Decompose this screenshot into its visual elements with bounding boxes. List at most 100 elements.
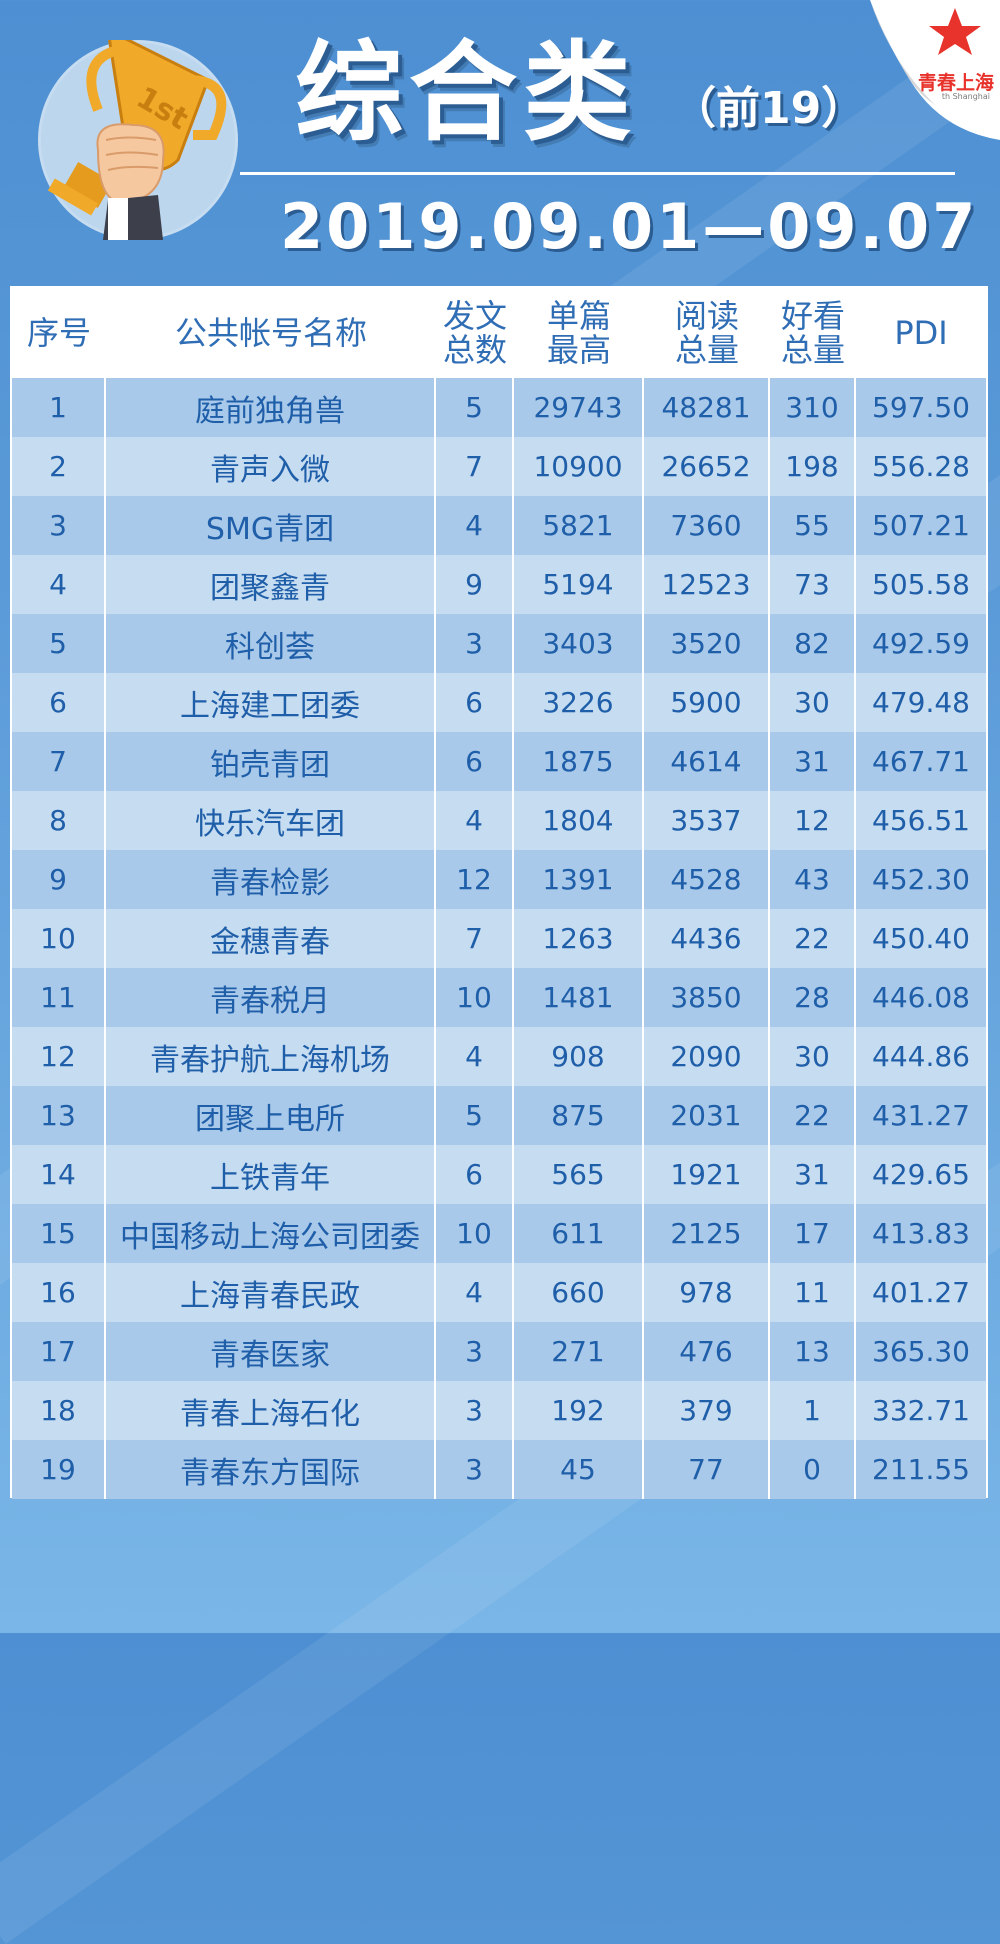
cell-post-count: 4 [436,791,514,850]
cell-total-likes: 55 [770,496,856,555]
cell-rank: 16 [12,1263,106,1322]
cell-total-likes: 31 [770,1145,856,1204]
cell-rank: 1 [12,378,106,437]
cell-total-reads: 476 [644,1322,770,1381]
cell-total-reads: 3520 [644,614,770,673]
cell-rank: 10 [12,909,106,968]
trophy-badge: 1st [38,40,238,240]
cell-total-reads: 978 [644,1263,770,1322]
cell-single-max: 1263 [514,909,644,968]
cell-pdi: 456.51 [872,804,970,837]
cell-total-reads: 77 [644,1440,770,1499]
cell-total-likes: 17 [770,1204,856,1263]
header-total-likes: 好看 总量 [780,297,845,369]
table-row: 13 团聚上电所 5 875 2031 22 431.27 [12,1086,986,1145]
table-row: 5 科创荟 3 3403 3520 82 492.59 [12,614,986,673]
cell-single-max: 1804 [514,791,644,850]
cell-account-name: 青春医家 [106,1322,436,1381]
cell-total-reads: 3850 [644,968,770,1027]
cell-rank: 3 [12,496,106,555]
table-row: 19 青春东方国际 3 45 77 0 211.55 [12,1440,986,1499]
cell-account-name: 上海青春民政 [106,1263,436,1322]
cell-total-reads: 4436 [644,909,770,968]
header-post-count: 发文 总数 [442,297,507,369]
cell-total-reads: 1921 [644,1145,770,1204]
cell-pdi: 505.58 [872,568,970,601]
cell-pdi: 431.27 [872,1099,970,1132]
cell-total-likes: 28 [770,968,856,1027]
cell-total-likes: 22 [770,909,856,968]
cell-single-max: 3403 [514,614,644,673]
cell-single-max: 45 [514,1440,644,1499]
cell-total-likes: 30 [770,1027,856,1086]
date-range: 2019.09.01—09.07 [280,190,979,263]
table-row: 9 青春检影 12 1391 4528 43 452.30 [12,850,986,909]
cell-pdi: 429.65 [872,1158,970,1191]
table-row: 8 快乐汽车团 4 1804 3537 12 456.51 [12,791,986,850]
table-header: 序号 公共帐号名称 发文 总数 单篇 最高 阅读 总量 好看 总量 PDI [12,288,986,378]
cell-single-max: 29743 [514,378,644,437]
cell-single-max: 10900 [514,437,644,496]
cell-rank: 5 [12,614,106,673]
cell-post-count: 4 [436,496,514,555]
table-row: 6 上海建工团委 6 3226 5900 30 479.48 [12,673,986,732]
cell-post-count: 5 [436,378,514,437]
cell-total-reads: 379 [644,1381,770,1440]
page-title: 综合类 [295,31,638,156]
cell-total-reads: 5900 [644,673,770,732]
cell-account-name: 铂壳青团 [106,732,436,791]
page-subtitle: （前19） [672,83,866,134]
cell-account-name: 青春护航上海机场 [106,1027,436,1086]
cell-account-name: 团聚上电所 [106,1086,436,1145]
cell-post-count: 3 [436,614,514,673]
cell-single-max: 660 [514,1263,644,1322]
cell-post-count: 12 [436,850,514,909]
cell-pdi: 401.27 [872,1276,970,1309]
cell-account-name: 快乐汽车团 [106,791,436,850]
cell-pdi: 507.21 [872,509,970,542]
cell-post-count: 6 [436,673,514,732]
cell-pdi: 479.48 [872,686,970,719]
cell-post-count: 3 [436,1322,514,1381]
cell-rank: 2 [12,437,106,496]
cell-total-reads: 48281 [644,378,770,437]
cell-account-name: 上海建工团委 [106,673,436,732]
cell-account-name: 中国移动上海公司团委 [106,1204,436,1263]
cell-post-count: 4 [436,1027,514,1086]
page-curl-corner [870,0,1000,140]
cell-post-count: 9 [436,555,514,614]
cell-account-name: 青春上海石化 [106,1381,436,1440]
table-row: 11 青春税月 10 1481 3850 28 446.08 [12,968,986,1027]
cell-total-reads: 3537 [644,791,770,850]
cell-rank: 6 [12,673,106,732]
cell-rank: 7 [12,732,106,791]
cell-rank: 12 [12,1027,106,1086]
table-row: 12 青春护航上海机场 4 908 2090 30 444.86 [12,1027,986,1086]
cell-rank: 9 [12,850,106,909]
cell-post-count: 6 [436,1145,514,1204]
header-total-reads: 阅读 总量 [674,297,739,369]
table-row: 7 铂壳青团 6 1875 4614 31 467.71 [12,732,986,791]
cell-single-max: 5821 [514,496,644,555]
header-single-max: 单篇 最高 [546,297,611,369]
cell-pdi: 452.30 [872,863,970,896]
table-row: 17 青春医家 3 271 476 13 365.30 [12,1322,986,1381]
logo-name: 青春上海 [917,72,994,94]
cell-total-reads: 4614 [644,732,770,791]
table-row: 16 上海青春民政 4 660 978 11 401.27 [12,1263,986,1322]
cell-total-reads: 26652 [644,437,770,496]
cell-pdi: 597.50 [872,391,970,424]
cell-single-max: 5194 [514,555,644,614]
title-divider [240,172,955,175]
table-row: 15 中国移动上海公司团委 10 611 2125 17 413.83 [12,1204,986,1263]
cell-total-likes: 310 [770,378,856,437]
cell-post-count: 7 [436,909,514,968]
cell-single-max: 1481 [514,968,644,1027]
cell-pdi: 211.55 [872,1453,970,1486]
cell-pdi: 446.08 [872,981,970,1014]
cell-rank: 11 [12,968,106,1027]
cell-rank: 14 [12,1145,106,1204]
cell-post-count: 3 [436,1440,514,1499]
cell-total-likes: 82 [770,614,856,673]
cell-account-name: SMG青团 [106,496,436,555]
